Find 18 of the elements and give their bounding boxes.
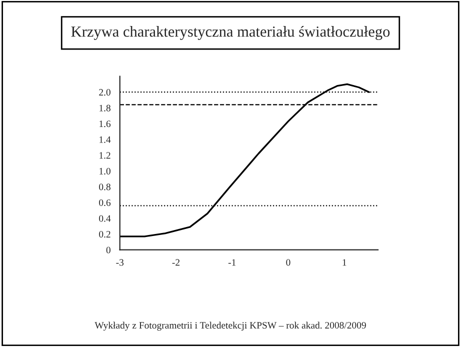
y-tick-label: 0 [106, 246, 110, 254]
x-tick-label: 1 [342, 259, 346, 266]
chart-title: Krzywa charakterystyczna materiału światłoczułego [71, 26, 390, 40]
y-tick-label: 0.4 [99, 215, 111, 222]
x-tick-label: -2 [172, 259, 180, 266]
text: Wykłady z Fotogrametrii i Teledetekcji KPSW – rok akad. 2008/2009 [94, 322, 366, 331]
x-tick-label: 0 [286, 259, 290, 266]
y-tick-label: 1.6 [100, 120, 111, 128]
y-tick-label: 0.6 [99, 199, 111, 206]
y-tick-label: 1.4 [100, 136, 111, 143]
x-tick-label: -3 [116, 259, 124, 266]
y-tick-label: 1.0 [100, 168, 110, 174]
y-tick-label: 1.2 [100, 152, 110, 159]
y-tick-label: 0.2 [99, 230, 110, 238]
y-tick-label: 2.0 [99, 89, 110, 96]
x-tick-label: -1 [228, 259, 236, 266]
y-tick-label: 1.8 [100, 104, 110, 112]
y-tick-label: 0.8 [99, 184, 110, 190]
